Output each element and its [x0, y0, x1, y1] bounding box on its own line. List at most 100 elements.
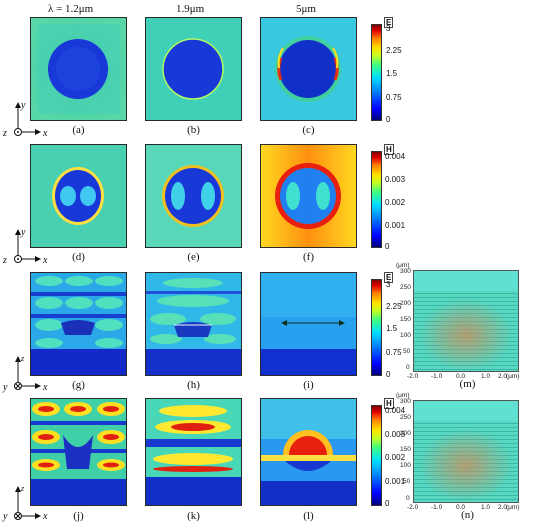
side-plot-x-tick: -2.0: [407, 504, 419, 511]
colorbar-h-2-tick: 0: [385, 499, 390, 508]
side-plot-n-field: [413, 400, 519, 503]
side-plot-y-tick: 150: [400, 446, 411, 453]
panel-h-image: [145, 272, 242, 376]
panel-label-b: (b): [187, 124, 200, 136]
side-plot-y-tick: 250: [400, 284, 411, 291]
axis-label-x: x: [43, 255, 48, 266]
side-plot-m: (μm) 300 250 200 150 100 50 0 -2.0 -1.0 …: [393, 262, 520, 392]
colorbar-h-2-tick: 0.001: [385, 477, 406, 486]
colorbar-h-1-tick: 0.002: [385, 198, 406, 207]
axis-label-z: z: [3, 255, 7, 266]
panel-k-image: [145, 398, 242, 506]
axis-label-y: y: [21, 227, 26, 238]
side-plot-y-tick: 0: [406, 495, 410, 502]
colorbar-e-2-title: E: [384, 272, 394, 283]
side-plot-y-tick: 300: [400, 268, 411, 275]
side-plot-m-field: [413, 270, 519, 372]
side-plot-x-tick: 1.0: [481, 373, 491, 380]
colorbar-h-2-tick: 0.002: [385, 453, 406, 462]
axis-label-y: y: [3, 382, 8, 393]
panel-label-e: (e): [187, 251, 200, 263]
panel-b-image: [145, 17, 242, 121]
panel-l-image: [260, 398, 357, 506]
side-plot-y-tick: 50: [403, 348, 411, 355]
side-plot-y-tick: 200: [400, 430, 411, 437]
panel-c-image: [260, 17, 357, 121]
colorbar-e-1-tick: 1.5: [386, 69, 398, 78]
colorbar-e-2: [371, 279, 382, 376]
axis-label-y: y: [21, 100, 26, 111]
side-plot-x-tick: 2.0: [498, 504, 508, 511]
side-plot-x-tick: 0.0: [456, 504, 466, 511]
panel-label-j: (j): [73, 510, 84, 522]
panel-label-l: (l): [303, 510, 314, 522]
panel-e-image: [145, 144, 242, 248]
side-plot-x-tick: -1.0: [431, 373, 443, 380]
colorbar-e-1-tick: 0.75: [386, 93, 402, 102]
column-title-2: 1.9μm: [176, 3, 205, 15]
axis-indicator-side-2: [14, 486, 41, 520]
colorbar-h-1-tick: 0.004: [385, 152, 406, 161]
side-plot-y-tick: 150: [400, 316, 411, 323]
side-plot-x-tick: -2.0: [407, 373, 419, 380]
colorbar-e-2-tick: 2.25: [386, 302, 402, 311]
side-plot-unit-x: (μm): [506, 373, 520, 380]
colorbar-e-1-tick: 0: [386, 115, 391, 124]
panel-label-f: (f): [303, 251, 314, 263]
colorbar-e-1: [371, 24, 382, 121]
side-plot-y-tick: 300: [400, 398, 411, 405]
axis-label-x: x: [43, 128, 48, 139]
panel-label-n: (n): [461, 509, 474, 521]
panel-label-c: (c): [302, 124, 315, 136]
side-plot-unit-y: (μm): [396, 262, 410, 269]
axis-label-z: z: [21, 354, 25, 363]
panel-d-image: [30, 144, 127, 248]
colorbar-e-2-tick: 0.75: [386, 348, 402, 357]
colorbar-h-1-tick: 0.003: [385, 175, 406, 184]
colorbar-h-2-tick: 0.003: [385, 430, 406, 439]
side-plot-x-tick: -1.0: [431, 504, 443, 511]
colorbar-h-2-title: H: [384, 398, 394, 409]
colorbar-e-1-tick: 3: [386, 24, 391, 33]
side-plot-y-tick: 100: [400, 462, 411, 469]
colorbar-h-1-title: H: [384, 144, 394, 155]
panel-i-image: [260, 272, 357, 376]
axis-label-x: x: [43, 382, 48, 393]
axis-label-y: y: [3, 511, 8, 522]
side-plot-x-tick: 2.0: [498, 373, 508, 380]
panel-label-k: (k): [187, 510, 200, 522]
side-plot-n: (μm) 300 250 200 150 100 50 0 -2.0 -1.0 …: [393, 392, 520, 527]
colorbar-e-1-tick: 2.25: [386, 46, 402, 55]
colorbar-e-2-tick: 0: [386, 370, 391, 379]
panel-label-h: (h): [187, 379, 200, 391]
panel-f-image: [260, 144, 357, 248]
side-plot-unit-y: (μm): [396, 392, 410, 399]
colorbar-h-1-tick: 0.001: [385, 221, 406, 230]
side-plot-y-tick: 50: [403, 478, 411, 485]
side-plot-x-tick: 0.0: [456, 373, 466, 380]
colorbar-e-2-tick: 1.5: [386, 324, 398, 333]
colorbar-e-1-title: E: [384, 17, 394, 28]
side-plot-unit-x: (μm): [506, 504, 520, 511]
axis-indicator-top-1: [14, 102, 41, 136]
side-plot-y-tick: 0: [406, 364, 410, 371]
colorbar-h-2: [371, 405, 382, 506]
panel-label-d: (d): [72, 251, 85, 263]
panel-label-g: (g): [72, 379, 85, 391]
axis-indicator-side-1: [14, 356, 41, 390]
panel-j-image: [30, 398, 127, 506]
side-plot-y-tick: 100: [400, 332, 411, 339]
colorbar-h-1: [371, 151, 382, 248]
column-title-1: λ = 1.2μm: [48, 3, 94, 15]
panel-g-image: [30, 272, 127, 376]
axis-label-z: z: [21, 484, 25, 493]
panel-label-m: (m): [459, 378, 476, 390]
side-plot-x-tick: 1.0: [481, 504, 491, 511]
colorbar-e-2-tick: 3: [386, 280, 391, 289]
side-plot-y-tick: 250: [400, 414, 411, 421]
axis-indicator-top-2: [14, 229, 41, 263]
axis-label-z: z: [3, 128, 7, 139]
side-plot-y-tick: 200: [400, 300, 411, 307]
axis-label-x: x: [43, 511, 48, 522]
panel-label-a: (a): [72, 124, 85, 136]
